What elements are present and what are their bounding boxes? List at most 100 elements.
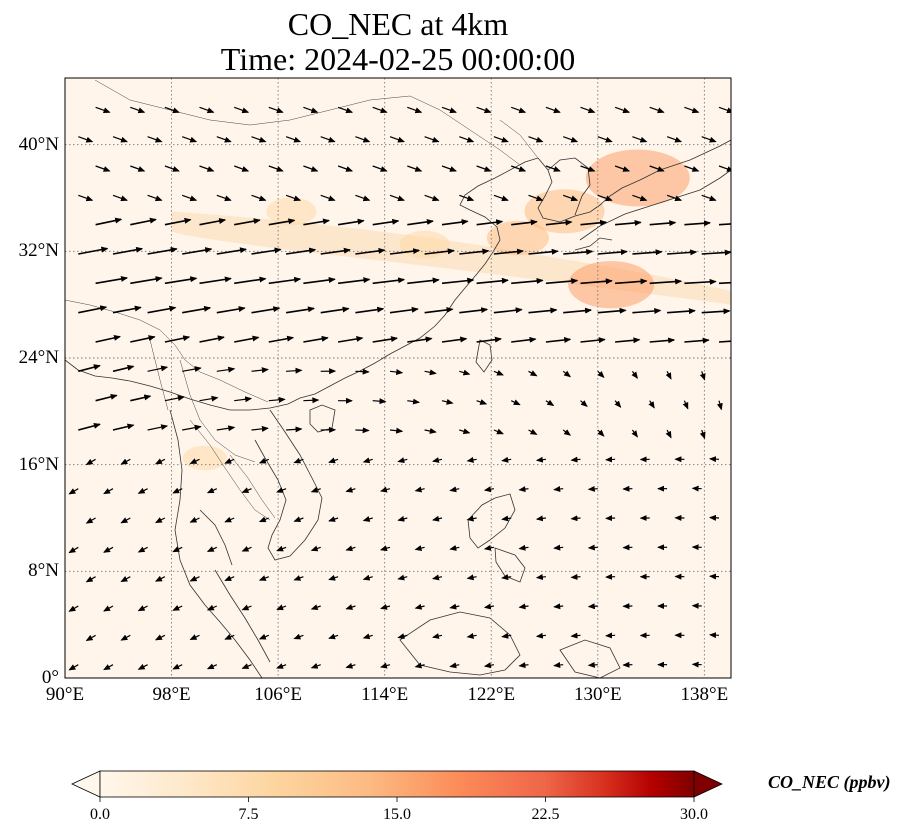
wind-vector-arrow <box>241 546 252 552</box>
wind-vector-arrow <box>545 219 573 226</box>
wind-vector-arrow <box>380 662 391 669</box>
wind-vector-arrow <box>407 165 423 172</box>
wind-vector-arrow <box>389 248 421 255</box>
wind-vector-arrow <box>293 457 304 464</box>
wind-vector-arrow <box>216 136 232 143</box>
wind-vector-arrow <box>276 604 287 611</box>
wind-vector-arrow <box>666 194 683 202</box>
wind-vector-arrow <box>68 605 79 612</box>
wind-vector-arrow <box>597 249 628 256</box>
wind-vector-arrow <box>112 305 142 314</box>
wind-vector-arrow <box>355 306 385 314</box>
wind-vector-arrow <box>224 575 235 582</box>
wind-vector-arrow <box>407 277 440 285</box>
wind-vector-arrow <box>258 633 270 640</box>
wind-vector-arrow <box>476 165 492 172</box>
wind-vector-arrow <box>459 428 471 435</box>
wind-vector-arrow <box>597 194 613 202</box>
wind-vector-arrow <box>580 337 606 344</box>
wind-vector-arrow <box>682 400 689 410</box>
wind-vector-arrow <box>206 487 218 494</box>
wind-vector-arrow <box>251 367 269 374</box>
wind-vector-arrow <box>459 307 489 314</box>
wind-vector-arrow <box>216 306 246 314</box>
wind-vector-arrow <box>441 277 475 285</box>
wind-vector-arrow <box>268 276 302 285</box>
wind-vector-arrow <box>580 106 596 114</box>
wind-vector-arrow <box>362 457 373 464</box>
wind-vector-arrow <box>466 515 477 522</box>
wind-vector-arrow <box>285 306 315 314</box>
wind-vector-arrow <box>432 633 443 639</box>
wind-vector-arrow <box>241 487 252 493</box>
latitude-tick-label: 8°N <box>28 560 59 582</box>
wind-vector-arrow <box>155 634 166 641</box>
wind-vector-arrow <box>380 604 391 610</box>
wind-vector-arrow <box>112 423 135 431</box>
wind-vector-arrow <box>432 515 443 522</box>
wind-vector-arrow <box>580 278 613 285</box>
wind-vector-arrow <box>258 516 270 523</box>
wind-vector-arrow <box>545 399 555 407</box>
wind-vector-arrow <box>684 220 711 227</box>
wind-vector-arrow <box>328 574 339 581</box>
wind-vector-arrow <box>85 517 96 524</box>
wind-vector-arrow <box>562 136 579 143</box>
wind-vector-arrow <box>286 426 303 433</box>
wind-vector-arrow <box>233 106 250 114</box>
wind-vector-arrow <box>510 106 527 114</box>
wind-vector-arrow <box>407 218 434 226</box>
wind-vector-arrow <box>355 247 386 255</box>
wind-vector-arrow <box>424 369 437 376</box>
wind-vector-arrow <box>511 336 537 343</box>
wind-vector-arrow <box>684 165 700 172</box>
wind-vector-arrow <box>580 219 608 226</box>
wind-vector-arrow <box>285 194 302 202</box>
wind-vector-arrow <box>199 276 232 285</box>
wind-vector-arrow <box>182 424 202 431</box>
wind-vector-arrow <box>258 457 270 464</box>
wind-vector-arrow <box>241 663 252 669</box>
wind-vector-arrow <box>441 165 457 172</box>
wind-vector-arrow <box>137 546 148 553</box>
wind-vector-arrow <box>535 632 546 639</box>
wind-vector-arrow <box>345 545 356 552</box>
wind-vector-arrow <box>182 247 213 255</box>
wind-vector-arrow <box>251 306 281 314</box>
wind-vector-arrow <box>597 370 605 379</box>
wind-vector-arrow <box>372 398 387 405</box>
wind-vector-arrow <box>182 305 212 314</box>
wind-vector-arrow <box>103 546 114 553</box>
wind-vector-arrow <box>665 371 672 380</box>
wind-vector-arrow <box>234 218 261 226</box>
wind-vector-arrow <box>164 276 198 285</box>
wind-vector-arrow <box>476 336 502 343</box>
wind-vector-arrow <box>709 632 720 639</box>
wind-vector-arrow <box>95 165 111 172</box>
wind-vector-arrow <box>303 277 336 285</box>
wind-vector-arrow <box>276 487 287 493</box>
wind-vector-arrow <box>511 219 538 226</box>
wind-vector-arrow <box>68 546 79 554</box>
wind-vector-arrow <box>449 486 460 493</box>
map-title: CO_NEC at 4km <box>287 6 509 42</box>
colorbar-tick-label: 15.0 <box>383 806 411 823</box>
wind-vector-arrow <box>320 194 336 202</box>
wind-vector-arrow <box>441 106 457 114</box>
wind-vector-arrow <box>224 516 235 523</box>
wind-vector-arrow <box>147 424 169 431</box>
wind-vector-arrow <box>310 545 321 552</box>
wind-vector-arrow <box>216 366 236 373</box>
wind-vector-arrow <box>528 194 544 202</box>
wind-vector-arrow <box>172 487 183 494</box>
wind-vector-arrow <box>224 634 235 640</box>
concentration-field <box>171 149 731 471</box>
wind-vector-arrow <box>718 106 731 114</box>
wind-vector-arrow <box>68 664 79 671</box>
wind-vector-arrow <box>251 136 267 143</box>
wind-vector-arrow <box>241 604 252 611</box>
wind-vector-arrow <box>268 106 284 114</box>
wind-vector-arrow <box>199 395 219 402</box>
colorbar-tick-label: 30.0 <box>680 806 708 823</box>
wind-vector-arrow <box>328 633 339 640</box>
